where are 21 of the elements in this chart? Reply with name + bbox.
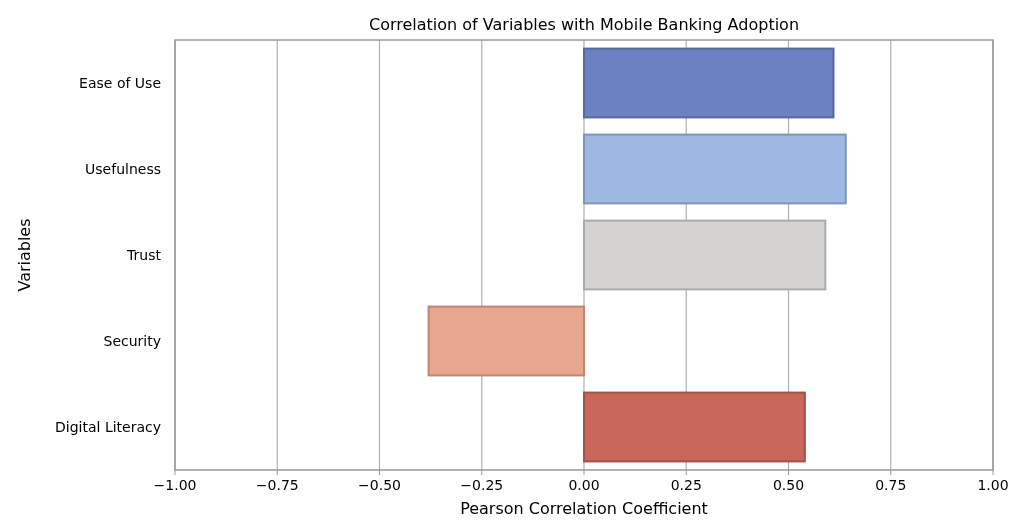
bar <box>583 391 806 463</box>
y-tick-label: Ease of Use <box>79 74 161 91</box>
x-tick-label: −1.00 <box>153 477 197 493</box>
x-axis-title: Pearson Correlation Coefficient <box>460 499 708 518</box>
chart-title: Correlation of Variables with Mobile Banking Adoption <box>368 15 800 34</box>
x-tick-label: 0.00 <box>568 477 600 493</box>
x-tick-label: 0.50 <box>772 477 805 493</box>
x-tick-label: −0.75 <box>255 477 299 493</box>
bar <box>583 47 835 119</box>
x-tick-label: 0.25 <box>670 477 702 493</box>
x-tick-label: 0.75 <box>875 477 907 493</box>
bar <box>583 133 847 205</box>
y-tick-label: Usefulness <box>85 160 161 177</box>
y-tick-label: Trust <box>126 246 162 263</box>
x-tick-label: 1.00 <box>977 477 1009 493</box>
y-axis-title: Variables <box>15 218 34 292</box>
bar <box>427 305 585 377</box>
y-tick-label: Digital Literacy <box>55 418 161 435</box>
y-tick-label: Security <box>103 332 161 349</box>
x-tick-label: −0.50 <box>358 477 401 493</box>
x-tick-label: −0.25 <box>460 477 504 493</box>
